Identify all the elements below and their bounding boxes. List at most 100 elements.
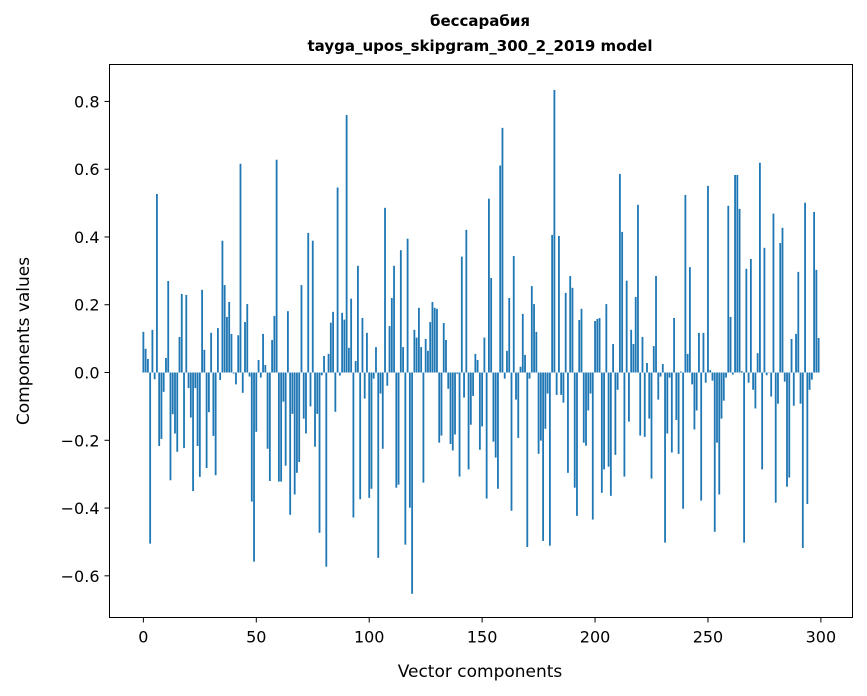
bar-component-91 [347,347,350,373]
bar-component-197 [587,372,590,411]
bar-component-206 [607,372,610,467]
bar-component-221 [641,336,644,373]
bar-component-299 [817,337,820,373]
bar-component-276 [765,372,768,376]
bar-component-212 [621,231,624,373]
bar-component-37 [226,316,228,373]
x-tick-label: 250 [693,628,724,647]
bar-component-278 [770,372,773,397]
bar-component-164 [512,255,515,373]
bar-component-85 [334,372,337,412]
bar-component-290 [797,271,800,373]
bar-component-166 [517,372,520,438]
bar-component-199 [591,372,594,520]
bar-component-40 [232,372,235,374]
bar-component-251 [709,370,712,373]
bar-component-214 [625,280,628,373]
bar-component-193 [578,319,581,373]
bar-component-78 [318,372,321,533]
bar-component-187 [564,292,567,373]
y-tick-label: 0.6 [74,160,99,179]
bar-component-48 [250,372,253,502]
bar-component-263 [736,174,739,373]
bar-component-231 [664,372,666,543]
bar-component-30 [210,332,213,373]
bar-component-147 [474,353,477,373]
bar-component-201 [596,318,599,373]
bar-component-283 [781,227,784,373]
bar-component-174 [535,331,538,373]
bar-component-256 [720,372,723,419]
bar-component-162 [508,297,511,373]
bar-component-29 [207,372,210,413]
bar-component-163 [510,372,513,511]
bar-component-288 [792,372,795,406]
bar-component-113 [397,372,400,485]
bar-component-264 [738,208,741,373]
bar-component-116 [404,372,407,545]
bar-component-112 [395,372,398,488]
bar-component-200 [594,321,596,373]
chart-title-line2: tayga_upos_skipgram_300_2_2019 model [308,37,653,55]
bar-component-120 [413,329,416,373]
bar-component-279 [772,213,775,373]
bar-component-292 [801,372,804,549]
bar-component-150 [481,372,484,427]
y-axis-ticks: −0.6 −0.4 −0.2 0.0 0.2 0.4 0.6 0.8 [61,92,110,586]
bar-component-93 [352,372,355,518]
y-tick-label: −0.4 [61,499,100,518]
bar-component-22 [192,372,194,492]
bar-component-132 [440,372,443,436]
bars-group [142,89,820,594]
bar-component-110 [390,297,393,373]
bar-component-35 [221,240,224,373]
bar-component-33 [216,328,219,373]
y-tick-label: 0.2 [74,296,99,315]
bar-component-139 [456,372,459,374]
bar-component-8 [160,372,163,439]
bar-component-218 [634,296,637,373]
bar-component-253 [713,372,716,532]
bar-component-11 [167,281,170,373]
bar-component-195 [582,372,585,443]
bar-component-138 [454,372,456,435]
bar-component-13 [171,372,174,415]
bar-component-4 [151,329,154,373]
chart-title-line1: бессарабия [430,12,530,30]
bar-component-21 [189,372,192,418]
bar-component-161 [506,350,508,373]
bar-component-244 [693,372,696,430]
bar-component-84 [332,311,334,373]
bar-component-289 [795,333,797,373]
bar-component-173 [533,304,535,373]
bar-component-238 [679,371,682,373]
bar-component-118 [408,372,411,508]
bar-component-92 [350,298,353,373]
bar-component-227 [655,275,657,373]
bar-component-103 [375,347,377,373]
bar-component-28 [205,372,208,469]
bar-component-156 [494,372,497,458]
bar-component-45 [244,322,246,373]
bar-component-77 [316,372,319,414]
bar-component-254 [716,372,718,443]
bar-component-213 [623,372,626,477]
bar-component-47 [248,372,251,377]
bar-component-105 [379,372,382,394]
bar-component-172 [530,286,533,373]
bar-component-88 [341,312,344,373]
bar-component-158 [499,165,502,373]
bar-component-82 [327,353,330,373]
bar-component-70 [300,285,303,373]
bar-component-145 [469,372,472,425]
bar-component-67 [293,372,296,495]
bar-component-38 [228,302,231,373]
bar-component-24 [196,372,199,447]
bar-component-208 [612,344,615,373]
bar-component-1 [144,348,147,373]
bar-component-237 [677,372,680,454]
x-axis-label: Vector components [398,662,563,682]
bar-component-273 [759,162,761,373]
x-tick-label: 300 [806,628,837,647]
bar-component-284 [783,372,786,382]
